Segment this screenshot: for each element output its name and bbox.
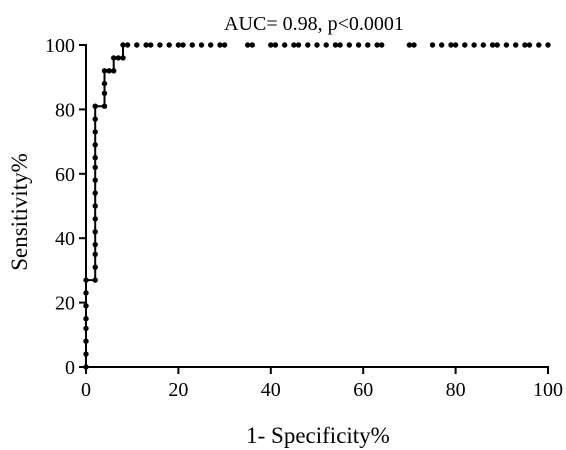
data-point	[101, 90, 108, 97]
data-point	[83, 303, 89, 309]
data-point	[365, 42, 371, 48]
data-point	[448, 42, 454, 48]
data-point	[282, 42, 288, 48]
data-point	[471, 42, 477, 48]
data-point	[406, 42, 413, 48]
data-point	[92, 251, 98, 257]
data-point	[355, 42, 362, 48]
data-point	[452, 42, 459, 48]
data-point	[83, 325, 89, 332]
data-point	[221, 42, 228, 48]
data-point	[245, 42, 251, 48]
data-point	[429, 42, 436, 48]
x-tick-label: 20	[168, 379, 188, 401]
data-point	[143, 42, 149, 48]
data-point	[92, 129, 98, 135]
data-point	[180, 42, 186, 48]
data-point	[92, 103, 98, 109]
y-axis-title: Sensitivity%	[7, 153, 32, 271]
data-point	[92, 241, 98, 248]
data-point	[268, 42, 274, 48]
data-point	[92, 177, 98, 183]
data-point	[305, 42, 311, 48]
data-point	[92, 216, 98, 222]
data-point	[489, 42, 496, 48]
y-tick-label: 40	[55, 228, 75, 250]
data-point	[124, 42, 131, 48]
data-point	[295, 42, 302, 48]
x-tick-label: 100	[533, 379, 563, 401]
data-point	[120, 42, 126, 48]
y-tick-label: 80	[55, 99, 75, 121]
data-point	[411, 42, 417, 48]
data-point	[513, 42, 519, 48]
x-tick-label: 60	[353, 379, 373, 401]
data-point	[101, 80, 108, 87]
data-point	[92, 229, 98, 235]
data-point	[175, 42, 182, 48]
data-point	[217, 42, 223, 48]
data-point	[101, 103, 108, 109]
data-point	[83, 351, 89, 357]
data-point	[92, 164, 98, 171]
data-point	[83, 316, 89, 322]
data-point	[101, 68, 108, 74]
data-point	[314, 42, 320, 48]
data-point	[337, 42, 343, 48]
data-point	[545, 42, 551, 48]
data-point	[189, 42, 195, 48]
data-point	[494, 42, 500, 48]
data-point	[92, 116, 98, 122]
data-point	[83, 277, 89, 283]
data-point	[148, 42, 154, 48]
x-tick-label: 40	[261, 379, 281, 401]
data-point	[83, 364, 89, 370]
data-point	[526, 42, 533, 48]
chart-title: AUC= 0.98, p<0.0001	[224, 13, 404, 35]
x-axis-title: 1- Specificity%	[246, 423, 390, 448]
data-point	[374, 42, 380, 48]
data-point	[503, 42, 510, 48]
data-point	[92, 203, 98, 209]
y-tick-label: 60	[55, 164, 75, 186]
y-tick-label: 20	[55, 293, 75, 315]
data-point	[272, 42, 279, 48]
data-point	[134, 42, 140, 48]
ticks: 0 20 40 60 80 100 0 20 40 60 80 100	[45, 35, 563, 401]
data-point	[379, 42, 385, 48]
axes	[85, 44, 549, 368]
y-tick-label: 0	[65, 357, 75, 379]
data-point	[106, 68, 112, 74]
data-point	[462, 42, 468, 48]
data-point	[166, 42, 172, 48]
data-point	[157, 42, 163, 48]
data-point	[120, 55, 126, 61]
data-point	[115, 55, 122, 61]
data-point	[332, 42, 339, 48]
data-point	[92, 190, 98, 196]
roc-curve	[83, 42, 551, 370]
data-point	[291, 42, 297, 48]
data-point	[198, 42, 205, 48]
data-point	[323, 42, 329, 48]
data-point	[346, 42, 352, 48]
x-tick-label: 0	[81, 379, 91, 401]
data-point	[92, 264, 98, 270]
data-point	[83, 338, 89, 344]
x-tick-label: 80	[446, 379, 466, 401]
data-point	[480, 42, 486, 48]
data-point	[536, 42, 542, 48]
data-point	[92, 277, 98, 283]
y-tick-label: 100	[45, 35, 75, 57]
data-point	[439, 42, 445, 48]
data-point	[92, 142, 98, 148]
data-point	[208, 42, 214, 48]
data-point	[111, 55, 117, 61]
data-point	[522, 42, 528, 48]
data-point	[83, 290, 89, 296]
data-point	[92, 155, 98, 161]
data-point	[111, 68, 117, 74]
data-point	[249, 42, 255, 48]
